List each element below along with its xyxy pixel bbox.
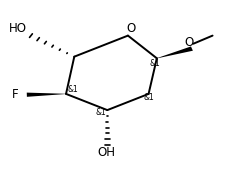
Text: &1: &1 [150,59,160,69]
Text: HO: HO [9,22,27,35]
Polygon shape [157,46,193,58]
Text: O: O [126,22,136,35]
Text: OH: OH [97,147,115,159]
Text: &1: &1 [96,108,107,117]
Text: F: F [12,88,19,101]
Text: &1: &1 [143,94,154,103]
Polygon shape [27,93,66,97]
Text: O: O [184,36,193,49]
Text: &1: &1 [67,85,78,94]
